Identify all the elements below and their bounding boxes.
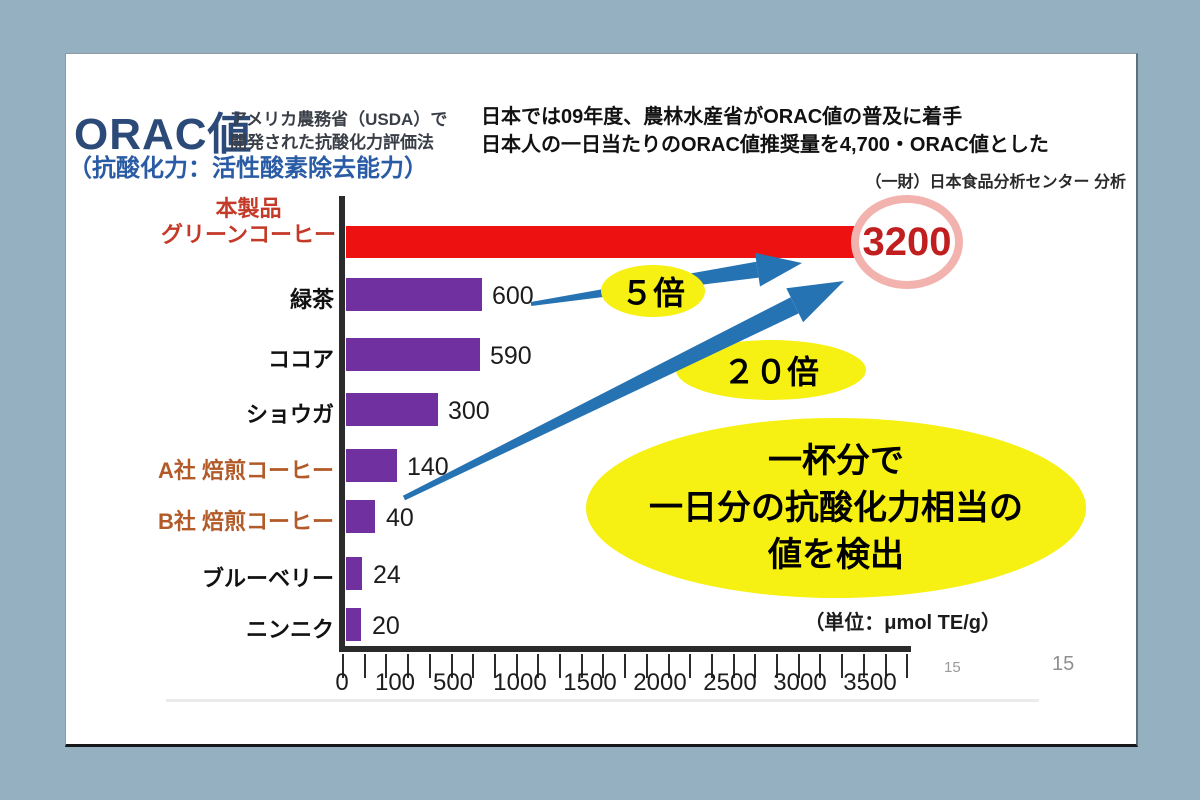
x-axis-tick xyxy=(580,654,583,678)
x-axis-tick-label: 0 xyxy=(335,669,349,696)
category-label-coffee-b: B社 焙煎コーヒー xyxy=(157,509,334,534)
x-axis-tick xyxy=(407,654,410,678)
x-axis-tick xyxy=(797,654,800,678)
x-axis-tick-label: 3000 xyxy=(773,669,827,696)
bar-garlic xyxy=(346,608,361,641)
x-axis-tick xyxy=(776,654,778,678)
y-axis-line xyxy=(339,196,345,652)
x-axis-tick xyxy=(624,654,627,678)
highlight-value-circle: 3200 xyxy=(851,195,963,289)
category-label-cocoa: ココア xyxy=(267,347,334,372)
headline-line1: 日本では09年度、農林水産省がORAC値の普及に着手 xyxy=(481,106,963,128)
bar-cocoa xyxy=(346,338,480,371)
x-axis-tick-label: 1500 xyxy=(563,669,617,696)
x-axis-tick xyxy=(819,654,822,678)
title-note-line2: 開発された抗酸化力評価法 xyxy=(230,133,434,152)
x-axis-tick xyxy=(363,654,366,678)
value-coffee-a: 140 xyxy=(407,453,449,481)
slide: ORAC値 アメリカ農務省（USDA）で 開発された抗酸化力評価法 （抗酸化力：… xyxy=(65,53,1138,747)
x-axis-tick xyxy=(667,654,670,678)
x-axis-tick-label: 2000 xyxy=(633,669,687,696)
x-axis-tick-label: 2500 xyxy=(703,669,757,696)
x-axis-tick xyxy=(515,654,518,678)
unit-label: （単位：μmol TE/g） xyxy=(804,612,1001,634)
callout-line2: 一日分の抗酸化力相当の xyxy=(649,488,1023,527)
bar-ginger xyxy=(346,393,438,426)
callout-line1: 一杯分で xyxy=(768,441,904,480)
x-axis-tick-label: 500 xyxy=(432,669,474,696)
ratio-20x-bubble: ２０倍 xyxy=(676,340,866,400)
title-note: アメリカ農務省（USDA）で 開発された抗酸化力評価法 xyxy=(230,108,447,154)
category-label-green-tea: 緑茶 xyxy=(289,287,334,312)
x-axis-tick-label: 3500 xyxy=(843,669,897,696)
callout-line3: 値を検出 xyxy=(768,535,904,574)
x-axis-tick xyxy=(754,654,757,678)
page-number-chart: 15 xyxy=(944,659,961,676)
value-green-tea: 600 xyxy=(492,282,534,310)
x-axis-tick xyxy=(493,654,496,678)
x-axis-tick xyxy=(689,654,692,678)
x-axis-tick-label: 1000 xyxy=(493,669,547,696)
page-number-slide: 15 xyxy=(1052,653,1075,675)
x-axis-tick xyxy=(862,654,865,678)
category-label-blueberry: ブルーベリー xyxy=(201,566,334,591)
bar-coffee-b xyxy=(346,500,375,533)
x-axis-tick xyxy=(450,654,453,678)
category-label-coffee-a: A社 焙煎コーヒー xyxy=(157,458,334,483)
headline-line2: 日本人の一日当たりのORAC値推奨量を4,700・ORAC値とした xyxy=(481,134,1049,156)
x-axis-tick-label: 100 xyxy=(374,669,416,696)
value-ginger: 300 xyxy=(448,397,490,425)
value-coffee-b: 40 xyxy=(386,504,414,532)
analysis-credit: （一財）日本食品分析センター 分析 xyxy=(865,174,1126,191)
bar-product xyxy=(346,226,859,258)
x-axis-tick xyxy=(602,654,605,678)
bar-blueberry xyxy=(346,557,362,590)
value-blueberry: 24 xyxy=(373,561,401,589)
title-note-line1: アメリカ農務省（USDA）で xyxy=(230,110,448,129)
x-axis-tick xyxy=(710,654,713,678)
x-axis-tick xyxy=(342,654,344,678)
headline: 日本では09年度、農林水産省がORAC値の普及に着手 日本人の一日当たりのORA… xyxy=(481,103,1049,159)
page-subtitle: （抗酸化力：活性酸素除去能力） xyxy=(68,155,428,182)
ratio-5x-bubble: ５倍 xyxy=(601,265,705,317)
x-axis-tick xyxy=(537,654,540,678)
category-label-ginger: ショウガ xyxy=(245,402,334,427)
x-axis-tick xyxy=(428,654,431,678)
value-garlic: 20 xyxy=(372,612,400,640)
value-cocoa: 590 xyxy=(490,342,532,370)
x-axis-tick xyxy=(559,654,561,678)
x-axis-tick xyxy=(645,654,648,678)
x-axis-tick xyxy=(884,654,887,678)
x-axis-line xyxy=(339,646,911,652)
x-axis-tick xyxy=(841,654,844,678)
category-label-product: 本製品 グリーンコーヒー xyxy=(161,196,336,247)
bar-green-tea xyxy=(346,278,482,311)
bar-coffee-a xyxy=(346,449,397,482)
x-axis-tick xyxy=(906,654,909,678)
x-axis-tick xyxy=(385,654,388,678)
page-title: ORAC値 xyxy=(74,110,253,159)
x-axis-tick xyxy=(472,654,475,678)
chart-image-edge xyxy=(166,699,1039,702)
x-axis-tick xyxy=(732,654,735,678)
callout-bubble: 一杯分で 一日分の抗酸化力相当の 値を検出 xyxy=(586,418,1086,598)
category-label-garlic: ニンニク xyxy=(245,617,334,642)
